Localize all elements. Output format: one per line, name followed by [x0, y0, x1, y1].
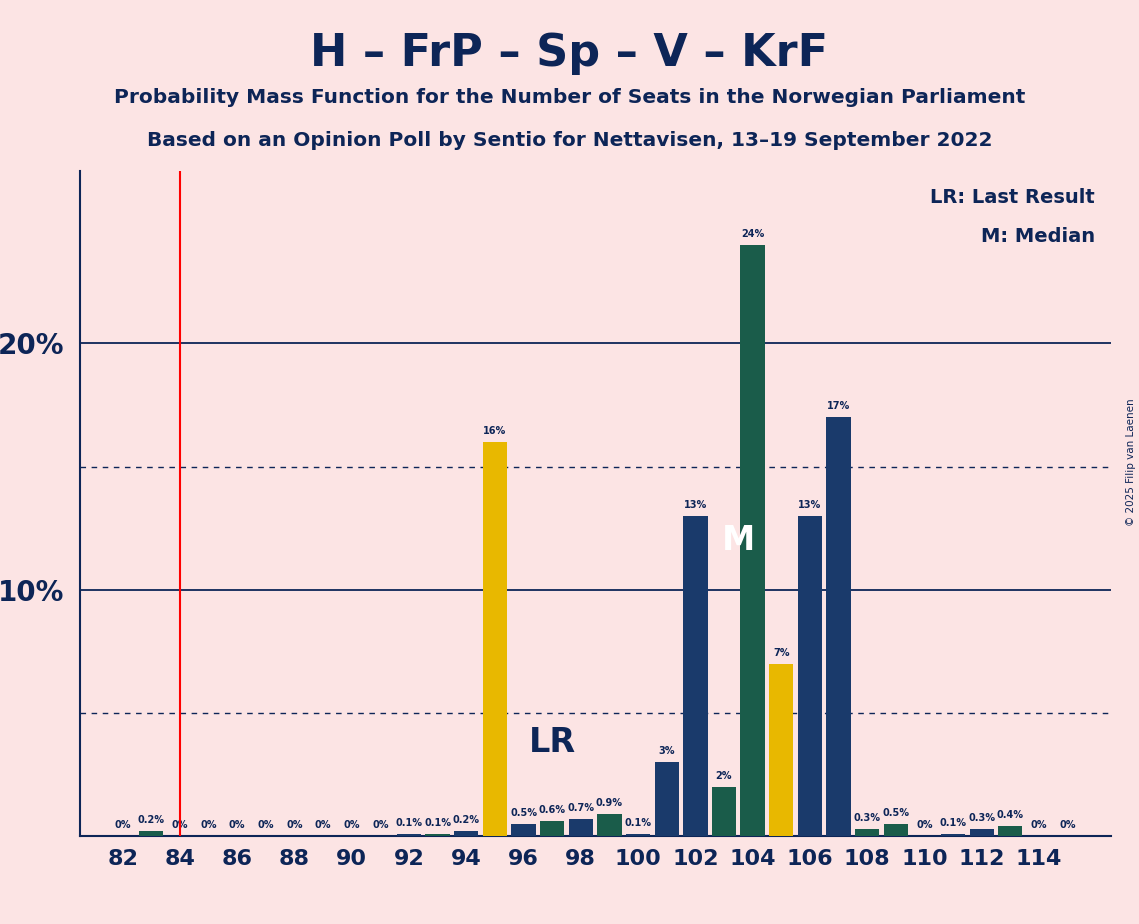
- Text: 17%: 17%: [827, 401, 850, 411]
- Bar: [540, 821, 564, 836]
- Text: 0%: 0%: [1059, 821, 1076, 830]
- Bar: [626, 833, 650, 836]
- Bar: [483, 442, 507, 836]
- Text: 0.9%: 0.9%: [596, 798, 623, 808]
- Bar: [683, 516, 707, 836]
- Bar: [597, 814, 622, 836]
- Bar: [998, 826, 1023, 836]
- Bar: [797, 516, 822, 836]
- Text: 0%: 0%: [172, 821, 188, 830]
- Text: 0.5%: 0.5%: [883, 808, 909, 818]
- Text: 0%: 0%: [114, 821, 131, 830]
- Text: © 2025 Filip van Laenen: © 2025 Filip van Laenen: [1126, 398, 1136, 526]
- Text: 0.1%: 0.1%: [624, 818, 652, 828]
- Text: 0.2%: 0.2%: [138, 815, 165, 825]
- Bar: [139, 832, 164, 836]
- Text: LR: LR: [528, 726, 575, 760]
- Bar: [884, 824, 908, 836]
- Text: 0.1%: 0.1%: [940, 818, 967, 828]
- Bar: [855, 829, 879, 836]
- Text: 7%: 7%: [773, 648, 789, 658]
- Bar: [740, 245, 764, 836]
- Text: 0.1%: 0.1%: [395, 818, 423, 828]
- Text: Probability Mass Function for the Number of Seats in the Norwegian Parliament: Probability Mass Function for the Number…: [114, 88, 1025, 107]
- Text: 0.4%: 0.4%: [997, 810, 1024, 821]
- Text: 0%: 0%: [286, 821, 303, 830]
- Text: 0.6%: 0.6%: [539, 806, 566, 815]
- Text: 3%: 3%: [658, 747, 675, 756]
- Text: M: Median: M: Median: [981, 227, 1095, 247]
- Bar: [426, 833, 450, 836]
- Text: 13%: 13%: [798, 500, 821, 510]
- Text: 0%: 0%: [1031, 821, 1047, 830]
- Text: LR: Last Result: LR: Last Result: [931, 188, 1095, 207]
- Text: 0%: 0%: [372, 821, 388, 830]
- Text: 24%: 24%: [741, 229, 764, 238]
- Bar: [712, 787, 736, 836]
- Text: H – FrP – Sp – V – KrF: H – FrP – Sp – V – KrF: [311, 32, 828, 76]
- Text: 0.3%: 0.3%: [968, 813, 995, 822]
- Text: 0%: 0%: [916, 821, 933, 830]
- Bar: [969, 829, 994, 836]
- Text: 0%: 0%: [314, 821, 331, 830]
- Bar: [826, 418, 851, 836]
- Text: 0.7%: 0.7%: [567, 803, 595, 813]
- Text: 0.5%: 0.5%: [510, 808, 538, 818]
- Text: 13%: 13%: [683, 500, 707, 510]
- Text: 2%: 2%: [715, 771, 732, 781]
- Text: M: M: [722, 524, 755, 557]
- Bar: [769, 663, 794, 836]
- Bar: [941, 833, 965, 836]
- Text: 0.1%: 0.1%: [424, 818, 451, 828]
- Bar: [568, 819, 593, 836]
- Text: 0%: 0%: [257, 821, 274, 830]
- Text: 0%: 0%: [200, 821, 216, 830]
- Bar: [511, 824, 535, 836]
- Text: 0.3%: 0.3%: [853, 813, 880, 822]
- Bar: [454, 832, 478, 836]
- Text: 16%: 16%: [483, 426, 507, 436]
- Text: Based on an Opinion Poll by Sentio for Nettavisen, 13–19 September 2022: Based on an Opinion Poll by Sentio for N…: [147, 131, 992, 151]
- Text: 0%: 0%: [229, 821, 246, 830]
- Bar: [396, 833, 421, 836]
- Text: 0%: 0%: [344, 821, 360, 830]
- Text: 0.2%: 0.2%: [453, 815, 480, 825]
- Bar: [655, 762, 679, 836]
